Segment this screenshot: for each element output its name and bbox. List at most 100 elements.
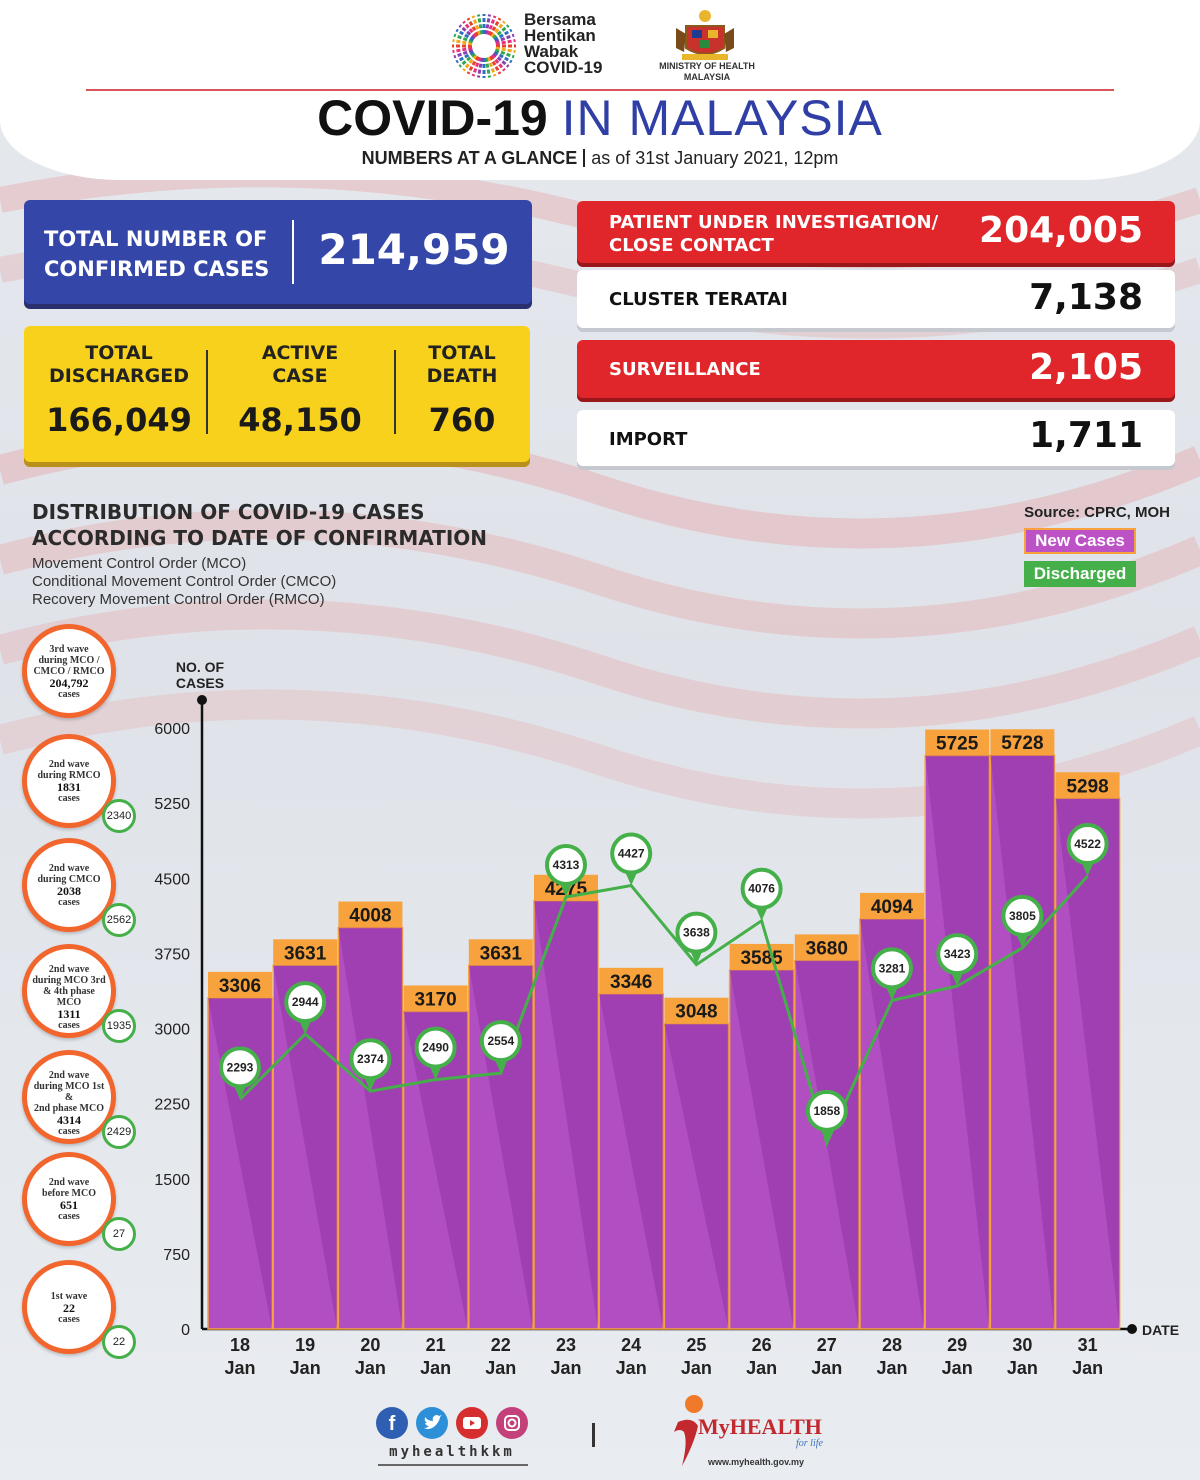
discharged-value-label: 2374 xyxy=(357,1052,384,1066)
x-tick-label: Jan xyxy=(942,1358,973,1378)
x-tick-label: Jan xyxy=(420,1358,451,1378)
bar-shade xyxy=(664,1023,729,1329)
wave-count: 22 xyxy=(63,1300,75,1315)
cluster-value: 7,138 xyxy=(1029,277,1143,318)
discharged-value-label: 1858 xyxy=(813,1104,840,1118)
pui-value: 204,005 xyxy=(979,210,1143,251)
y-tick-label: 1500 xyxy=(154,1172,190,1189)
x-tick-label: Jan xyxy=(1007,1358,1038,1378)
wave-circle: 1st wave 22 cases xyxy=(22,1260,116,1354)
svg-text:f: f xyxy=(389,1413,396,1435)
x-tick-label: Jan xyxy=(290,1358,321,1378)
bar-value-bg xyxy=(338,901,403,928)
wave-count: 4314 xyxy=(57,1112,81,1127)
discharged-value-label: 4522 xyxy=(1074,837,1101,851)
y-tick-label: 3750 xyxy=(154,946,190,963)
import-label: IMPORT xyxy=(609,429,688,450)
wave-unit: cases xyxy=(58,1211,80,1222)
title-bold: COVID-19 xyxy=(317,90,548,146)
wave-label: 3rd wave xyxy=(49,643,89,655)
y-tick-label: 750 xyxy=(163,1247,190,1264)
discharged-point xyxy=(805,1089,848,1132)
wave-label: 2nd wave xyxy=(48,1069,90,1081)
discharged-value: 166,049 xyxy=(46,401,192,439)
footer-separator xyxy=(592,1423,595,1447)
discharged-point xyxy=(936,933,979,976)
wave-label: during RMCO xyxy=(37,770,101,781)
youtube-icon[interactable] xyxy=(456,1407,488,1439)
bar-value-bg xyxy=(599,967,664,994)
discharged-point xyxy=(545,843,587,886)
bar-value-label: 5728 xyxy=(1001,733,1043,754)
bar-value-bg xyxy=(860,892,924,919)
bar-new-cases xyxy=(859,918,925,1330)
discharged-value-label: 3281 xyxy=(879,961,906,975)
discharged-point xyxy=(1066,823,1109,866)
discharged-point xyxy=(871,947,913,990)
death-stat: TOTAL DEATH 760 xyxy=(402,342,522,440)
malaysia-crest-icon xyxy=(676,10,734,60)
pui-label: PATIENT UNDER INVESTIGATION/ CLOSE CONTA… xyxy=(609,212,939,256)
discharged-value-label: 3423 xyxy=(944,947,971,961)
yellow-divider-2 xyxy=(394,350,396,434)
wave-count: 651 xyxy=(60,1198,78,1212)
campaign-logo-text: Bersama Hentikan Wabak COVID-19 xyxy=(524,10,603,77)
bar-value-bg xyxy=(468,939,533,966)
facebook-icon[interactable]: f xyxy=(376,1407,408,1439)
wave-discharged-badge: 2340 xyxy=(102,799,136,833)
surveillance-label: SURVEILLANCE xyxy=(609,359,761,380)
wave-label: CMCO / RMCO xyxy=(33,665,105,677)
discharged-stat: TOTAL DISCHARGED 166,049 xyxy=(34,342,204,440)
bar-shade xyxy=(403,1011,468,1329)
outcome-stats-card: TOTAL DISCHARGED 166,049 ACTIVE CASE 48,… xyxy=(24,326,530,462)
bar-value-label: 3048 xyxy=(675,1002,717,1023)
x-tick-label: 18 xyxy=(230,1335,250,1355)
myhealth-tagline: for life xyxy=(796,1438,823,1449)
pui-card: PATIENT UNDER INVESTIGATION/ CLOSE CONTA… xyxy=(577,201,1175,263)
wave-circle: 2nd wave during MCO 3rd & 4th phase MCO 131… xyxy=(22,944,116,1038)
subtitle-separator xyxy=(583,149,586,167)
legend-new-cases: New Cases xyxy=(1024,528,1136,554)
twitter-icon[interactable] xyxy=(416,1407,448,1439)
yellow-divider-1 xyxy=(206,350,208,434)
x-tick-label: Jan xyxy=(355,1358,386,1378)
bar-value-label: 3585 xyxy=(740,948,783,969)
bar-new-cases xyxy=(663,1022,730,1330)
bar-value-label: 5725 xyxy=(936,734,979,755)
death-value: 760 xyxy=(428,401,496,439)
x-tick-label: 25 xyxy=(686,1335,706,1355)
social-underline xyxy=(378,1464,528,1466)
x-tick-label: Jan xyxy=(224,1358,255,1378)
wave-discharged-badge: 22 xyxy=(102,1325,136,1359)
wave-discharged-badge: 2562 xyxy=(102,903,136,937)
x-tick-label: 23 xyxy=(556,1335,576,1355)
instagram-icon[interactable] xyxy=(496,1407,528,1439)
active-stat: ACTIVE CASE 48,150 xyxy=(216,342,384,440)
wave-circle: 2nd wave during MCO 1st & 2nd phase MCO 431… xyxy=(22,1050,116,1144)
bar-new-cases xyxy=(1054,797,1121,1330)
wave-label: during CMCO xyxy=(37,874,101,885)
wave-label: during MCO / xyxy=(38,654,100,666)
y-axis-label: NO. OF xyxy=(176,659,225,675)
wave-unit: cases xyxy=(58,1019,80,1031)
y-tick-label: 4500 xyxy=(154,871,190,888)
bar-value-bg xyxy=(925,729,990,756)
y-tick-label: 2250 xyxy=(154,1097,190,1114)
confirmed-cases-card: TOTAL NUMBER OF CONFIRMED CASES 214,959 xyxy=(24,200,532,304)
active-value: 48,150 xyxy=(238,401,362,439)
wave-label: & 4th phase MCO xyxy=(43,985,95,1008)
x-tick-label: 27 xyxy=(817,1335,837,1355)
wave-label: during MCO 3rd xyxy=(32,974,106,986)
x-tick-label: Jan xyxy=(1072,1358,1103,1378)
wave-count: 1311 xyxy=(57,1006,81,1021)
confirmed-cases-value: 214,959 xyxy=(318,225,510,274)
discharged-value-label: 3638 xyxy=(683,926,710,940)
myhealth-url: www.myhealth.gov.my xyxy=(708,1457,805,1467)
bar-value-bg xyxy=(664,997,729,1024)
discharged-point xyxy=(1001,894,1044,937)
wave-discharged-badge: 27 xyxy=(102,1217,136,1251)
y-tick-label: 0 xyxy=(181,1322,190,1339)
wave-label: before MCO xyxy=(42,1188,96,1199)
bar-new-cases xyxy=(728,969,795,1330)
x-tick-label: Jan xyxy=(550,1358,581,1378)
